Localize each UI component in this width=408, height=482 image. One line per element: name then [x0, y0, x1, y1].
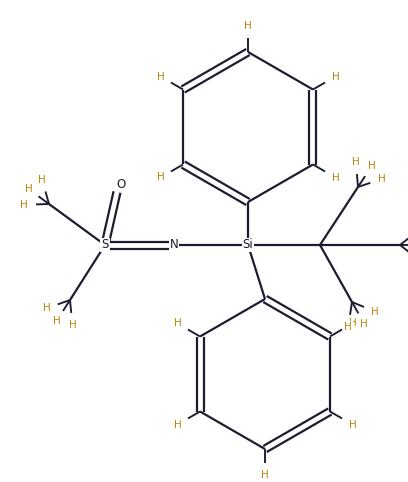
Text: H: H: [69, 320, 76, 330]
Text: H: H: [20, 200, 28, 210]
Text: H: H: [332, 71, 339, 81]
Text: H: H: [378, 174, 386, 184]
Text: H: H: [157, 71, 164, 81]
Text: N: N: [170, 239, 178, 252]
Text: H: H: [38, 175, 46, 185]
Text: H: H: [244, 21, 252, 31]
Text: H: H: [157, 173, 164, 183]
Text: H: H: [371, 307, 379, 317]
Text: H: H: [174, 419, 182, 429]
Text: H: H: [360, 319, 368, 329]
Text: H: H: [42, 303, 50, 313]
Text: H: H: [53, 316, 60, 326]
Text: Si: Si: [243, 239, 253, 252]
Text: O: O: [116, 177, 126, 190]
Text: S: S: [101, 239, 109, 252]
Text: H: H: [352, 157, 360, 167]
Text: H: H: [368, 161, 376, 171]
Text: H: H: [344, 321, 352, 332]
Text: H: H: [261, 470, 269, 480]
Text: H: H: [348, 319, 356, 329]
Text: H: H: [25, 184, 33, 194]
Text: H: H: [174, 319, 182, 329]
Text: H: H: [332, 173, 339, 183]
Text: H: H: [348, 419, 356, 429]
